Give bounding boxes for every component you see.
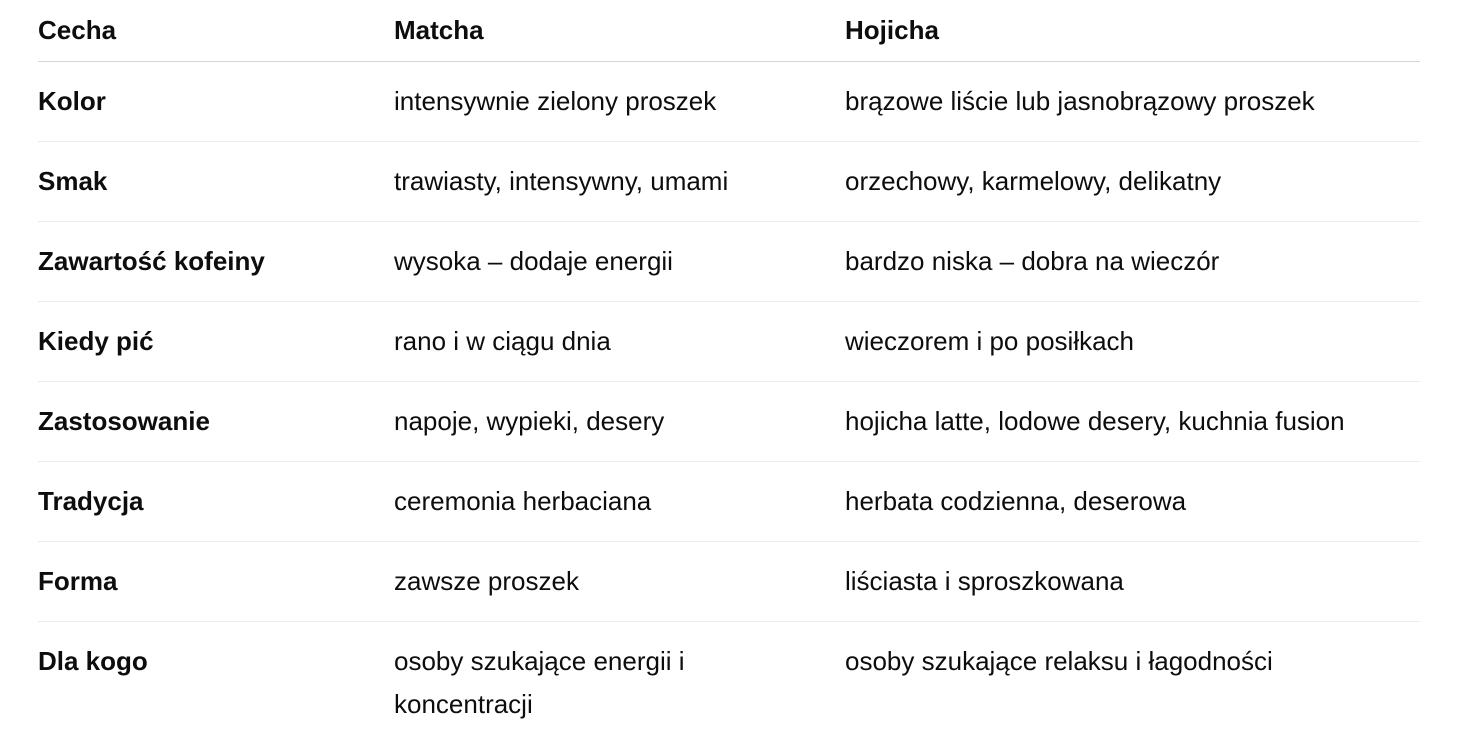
hojicha-cell: hojicha latte, lodowe desery, kuchnia fu… [845,406,1345,436]
table-row: Zawartość kofeiny wysoka – dodaje energi… [38,222,1420,302]
matcha-cell: ceremonia herbaciana [394,486,652,516]
table-row: Smak trawiasty, intensywny, umami orzech… [38,142,1420,222]
matcha-cell: trawiasty, intensywny, umami [394,166,729,196]
table-row: Dla kogo osoby szukające energii i konce… [38,622,1420,745]
feature-cell: Tradycja [38,486,144,516]
hojicha-cell: bardzo niska – dobra na wieczór [845,246,1220,276]
hojicha-cell: orzechowy, karmelowy, delikatny [845,166,1222,196]
hojicha-cell: wieczorem i po posiłkach [845,326,1135,356]
matcha-cell: zawsze proszek [394,566,579,596]
hojicha-cell: herbata codzienna, deserowa [845,486,1187,516]
column-header-hojicha: Hojicha [845,0,1420,62]
feature-cell: Forma [38,566,118,596]
matcha-cell: wysoka – dodaje energii [394,246,673,276]
hojicha-cell: brązowe liście lub jasnobrązowy proszek [845,86,1315,116]
feature-cell: Zawartość kofeiny [38,246,265,276]
table-row: Zastosowanie napoje, wypieki, desery hoj… [38,382,1420,462]
comparison-table-container: Cecha Matcha Hojicha Kolor intensywnie z… [38,0,1420,744]
table-row: Kiedy pić rano i w ciągu dnia wieczorem … [38,302,1420,382]
column-header-matcha: Matcha [394,0,845,62]
matcha-cell: rano i w ciągu dnia [394,326,611,356]
feature-cell: Dla kogo [38,646,148,676]
feature-cell: Zastosowanie [38,406,210,436]
column-header-cecha: Cecha [38,0,394,62]
table-row: Forma zawsze proszek liściasta i sproszk… [38,542,1420,622]
feature-cell: Smak [38,166,108,196]
matcha-hojicha-comparison-table: Cecha Matcha Hojicha Kolor intensywnie z… [38,0,1420,744]
feature-cell: Kolor [38,86,106,116]
hojicha-cell: osoby szukające relaksu i łagodności [845,646,1273,676]
table-row: Tradycja ceremonia herbaciana herbata co… [38,462,1420,542]
matcha-cell: napoje, wypieki, desery [394,406,665,436]
table-header-row: Cecha Matcha Hojicha [38,0,1420,62]
matcha-cell: intensywnie zielony proszek [394,86,717,116]
hojicha-cell: liściasta i sproszkowana [845,566,1124,596]
table-row: Kolor intensywnie zielony proszek brązow… [38,62,1420,142]
feature-cell: Kiedy pić [38,326,154,356]
matcha-cell: osoby szukające energii i koncentracji [394,646,685,719]
